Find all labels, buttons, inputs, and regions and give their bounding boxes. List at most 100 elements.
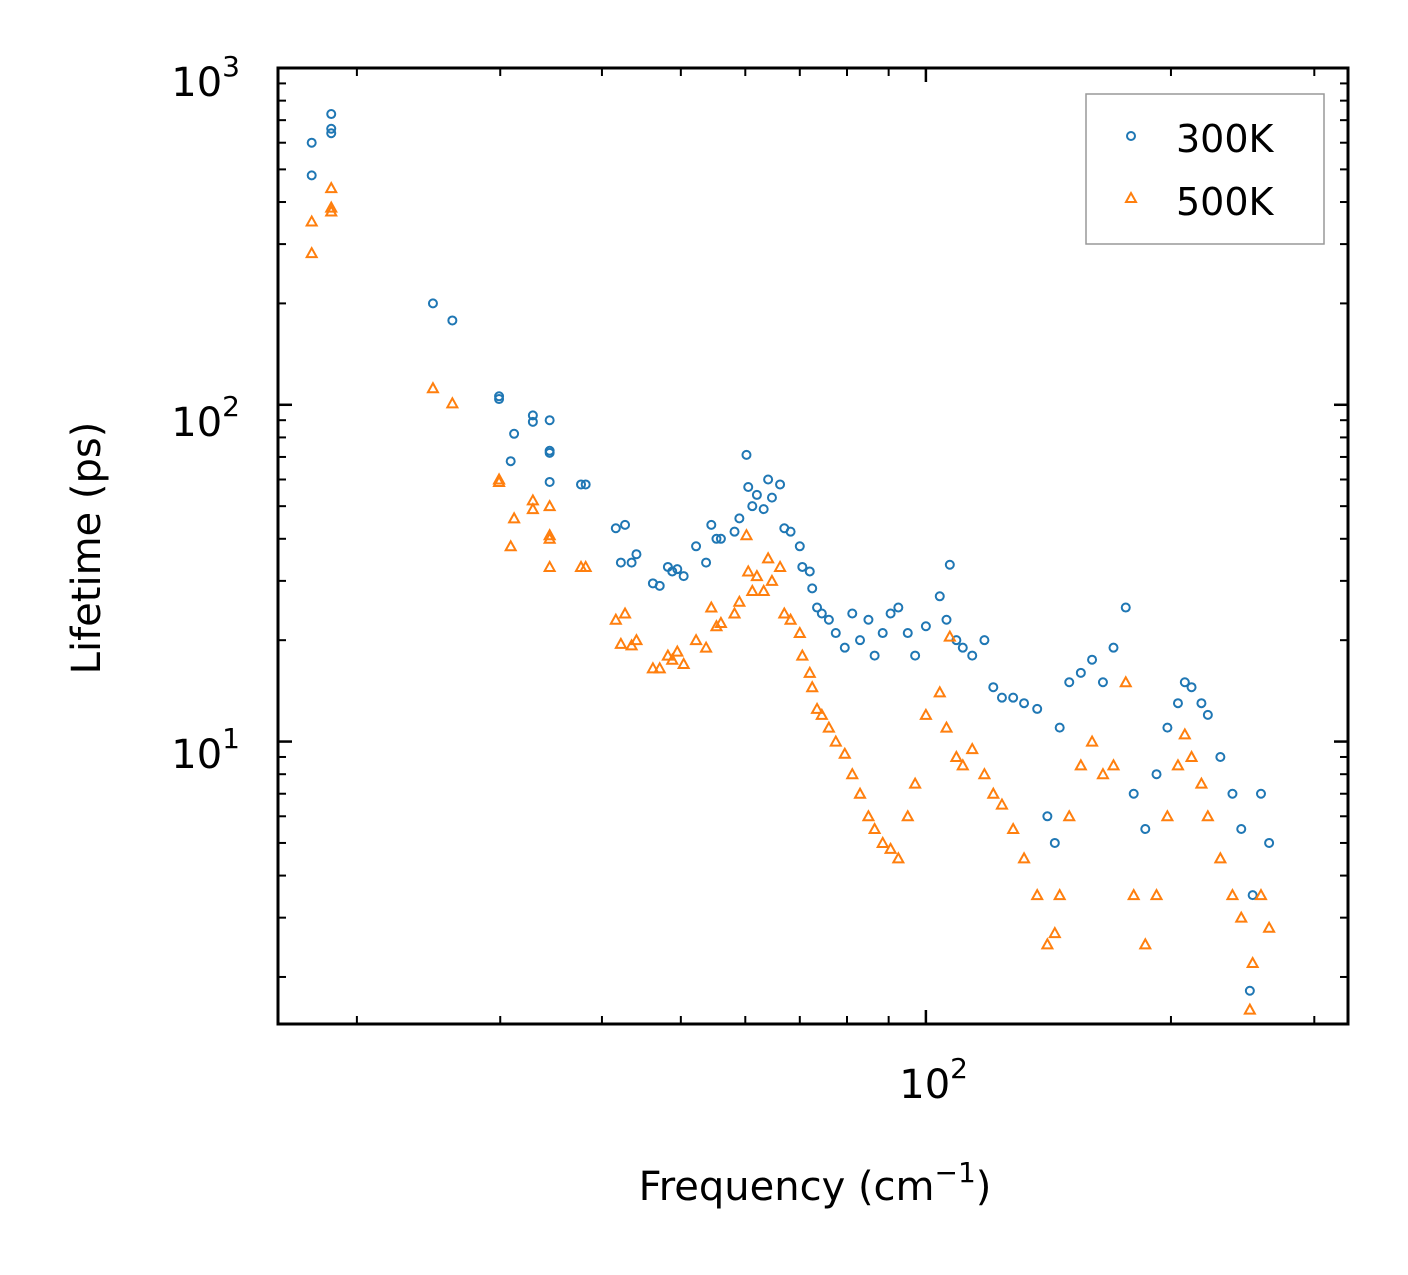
legend-label-500k: 500K xyxy=(1176,180,1275,224)
point-500k-82 xyxy=(1074,758,1088,771)
point-500k-72 xyxy=(977,767,992,780)
point-300k-76 xyxy=(1019,698,1030,709)
point-300k-94 xyxy=(1196,698,1207,709)
point-500k-40 xyxy=(750,569,764,582)
point-300k-88 xyxy=(1140,824,1151,835)
point-300k-90 xyxy=(1162,722,1173,733)
point-500k-73 xyxy=(986,786,1000,799)
point-500k-75 xyxy=(1006,821,1020,835)
point-300k-56 xyxy=(847,608,858,619)
point-500k-18 xyxy=(578,559,593,572)
point-500k-70 xyxy=(956,758,970,771)
point-300k-29 xyxy=(678,571,689,582)
point-500k-83 xyxy=(1085,734,1099,747)
point-300k-73 xyxy=(988,682,999,693)
point-300k-65 xyxy=(920,621,931,632)
point-500k-43 xyxy=(765,573,779,586)
point-500k-4 xyxy=(324,204,338,217)
point-500k-39 xyxy=(745,583,759,596)
point-300k-10 xyxy=(505,456,516,467)
legend-box xyxy=(1085,93,1325,245)
point-500k-34 xyxy=(714,615,728,628)
point-500k-6 xyxy=(445,396,460,409)
point-300k-9 xyxy=(509,428,520,439)
point-500k-74 xyxy=(995,797,1009,810)
point-300k-53 xyxy=(823,614,834,625)
point-500k-30 xyxy=(689,633,703,646)
point-500k-2 xyxy=(324,181,338,194)
point-500k-62 xyxy=(891,851,906,864)
point-300k-21 xyxy=(620,519,631,530)
point-300k-81 xyxy=(1064,677,1075,688)
point-500k-21 xyxy=(618,606,632,619)
point-500k-66 xyxy=(933,685,947,698)
point-500k-16 xyxy=(542,559,557,572)
point-500k-91 xyxy=(1171,758,1185,771)
point-300k-61 xyxy=(885,608,896,619)
point-500k-90 xyxy=(1160,809,1175,822)
y-tick-label-100: 102 xyxy=(171,390,240,446)
point-300k-96 xyxy=(1215,751,1226,762)
point-500k-67 xyxy=(939,720,954,733)
point-500k-0 xyxy=(304,214,319,227)
point-300k-20 xyxy=(615,557,626,568)
point-300k-33 xyxy=(711,533,722,544)
point-300k-8 xyxy=(494,394,505,405)
point-300k-71 xyxy=(967,650,978,661)
point-500k-98 xyxy=(1234,910,1248,923)
point-500k-46 xyxy=(783,612,798,625)
point-500k-28 xyxy=(670,644,684,657)
point-300k-46 xyxy=(785,526,796,537)
point-500k-87 xyxy=(1127,888,1141,901)
point-300k-97 xyxy=(1227,788,1238,799)
point-500k-26 xyxy=(661,648,675,661)
point-300k-12 xyxy=(527,416,538,427)
point-500k-12 xyxy=(526,502,540,515)
point-500k-80 xyxy=(1052,888,1067,901)
point-300k-74 xyxy=(996,692,1007,703)
point-500k-97 xyxy=(1225,888,1240,901)
point-500k-10 xyxy=(503,539,518,552)
point-500k-81 xyxy=(1062,809,1076,822)
point-300k-79 xyxy=(1049,837,1060,848)
point-500k-69 xyxy=(949,749,964,762)
point-300k-39 xyxy=(747,501,758,512)
point-300k-15 xyxy=(544,447,555,458)
point-300k-41 xyxy=(758,504,769,515)
point-500k-92 xyxy=(1178,727,1192,740)
point-300k-6 xyxy=(447,315,458,326)
plot-frame xyxy=(276,66,1350,1026)
point-500k-68 xyxy=(943,629,957,642)
point-300k-27 xyxy=(667,566,678,577)
point-300k-57 xyxy=(855,635,866,646)
point-500k-89 xyxy=(1149,888,1164,901)
point-300k-51 xyxy=(812,602,823,613)
point-500k-85 xyxy=(1106,758,1121,771)
x-axis-label: Frequency (cm−1) xyxy=(639,1156,992,1210)
point-500k-79 xyxy=(1048,926,1062,939)
point-300k-0 xyxy=(306,137,317,148)
point-500k-38 xyxy=(741,564,755,577)
point-500k-24 xyxy=(646,661,660,674)
point-500k-100 xyxy=(1245,955,1260,969)
point-500k-7 xyxy=(492,472,506,485)
point-500k-45 xyxy=(777,606,792,619)
point-300k-86 xyxy=(1120,602,1131,613)
point-300k-87 xyxy=(1128,788,1139,799)
point-300k-102 xyxy=(1264,837,1275,848)
point-500k-15 xyxy=(542,531,557,544)
point-300k-19 xyxy=(610,523,621,534)
point-300k-25 xyxy=(654,580,665,591)
point-500k-47 xyxy=(793,625,807,639)
point-500k-52 xyxy=(815,707,829,720)
point-300k-89 xyxy=(1151,769,1162,780)
point-300k-2 xyxy=(326,109,337,120)
point-300k-75 xyxy=(1008,692,1019,703)
point-300k-48 xyxy=(797,561,808,572)
point-300k-99 xyxy=(1244,985,1255,996)
point-300k-31 xyxy=(701,557,712,568)
point-500k-95 xyxy=(1201,809,1215,822)
point-300k-92 xyxy=(1179,677,1190,688)
point-300k-80 xyxy=(1054,722,1065,733)
